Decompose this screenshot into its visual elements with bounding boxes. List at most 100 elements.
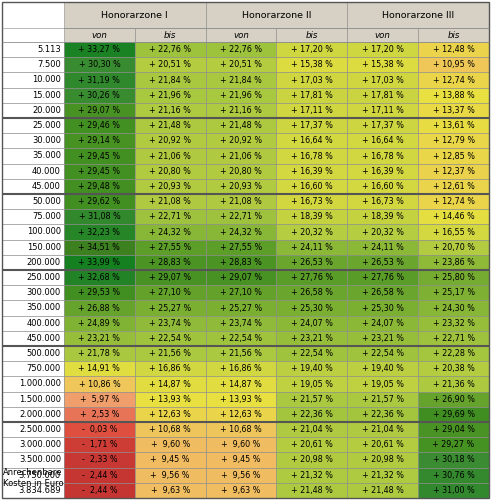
Text: + 21,36 %: + 21,36 % — [433, 380, 474, 388]
Text: + 16,39 %: + 16,39 % — [291, 166, 333, 175]
Text: + 13,88 %: + 13,88 % — [433, 90, 474, 100]
Text: + 20,70 %: + 20,70 % — [433, 242, 475, 252]
Text: + 20,98 %: + 20,98 % — [291, 456, 333, 464]
Bar — [276, 316, 347, 331]
Text: + 21,57 %: + 21,57 % — [362, 394, 404, 404]
Bar — [418, 72, 489, 88]
Bar — [2, 179, 64, 194]
Bar — [2, 240, 64, 255]
Bar — [64, 194, 135, 209]
Bar — [206, 103, 276, 118]
Text: + 19,05 %: + 19,05 % — [291, 380, 333, 388]
Bar — [347, 376, 418, 392]
Text: 2.000.000: 2.000.000 — [19, 410, 61, 419]
Text: -  1,71 %: - 1,71 % — [82, 440, 117, 450]
Bar — [135, 42, 206, 57]
Bar — [276, 28, 347, 42]
Text: + 15,38 %: + 15,38 % — [291, 60, 333, 70]
Text: 15.000: 15.000 — [32, 90, 61, 100]
Text: 750.000: 750.000 — [27, 364, 61, 374]
Bar — [347, 452, 418, 468]
Text: + 22,71 %: + 22,71 % — [149, 212, 191, 222]
Text: 1.000.000: 1.000.000 — [19, 380, 61, 388]
Text: + 19,05 %: + 19,05 % — [362, 380, 404, 388]
Bar — [276, 209, 347, 224]
Text: + 17,20 %: + 17,20 % — [362, 45, 404, 54]
Text: +  9,56 %: + 9,56 % — [221, 470, 261, 480]
Bar — [347, 164, 418, 179]
Bar — [418, 300, 489, 316]
Bar — [206, 57, 276, 72]
Text: + 21,84 %: + 21,84 % — [149, 76, 191, 84]
Text: + 30,18 %: + 30,18 % — [433, 456, 474, 464]
Text: +  2,53 %: + 2,53 % — [80, 410, 119, 419]
Bar — [64, 42, 135, 57]
Text: + 20,51 %: + 20,51 % — [149, 60, 191, 70]
Text: + 12,74 %: + 12,74 % — [433, 76, 475, 84]
Bar — [206, 133, 276, 148]
Text: + 29,27 %: + 29,27 % — [433, 440, 475, 450]
Text: + 29,45 %: + 29,45 % — [79, 152, 120, 160]
Text: + 21,32 %: + 21,32 % — [291, 470, 333, 480]
Bar — [206, 88, 276, 103]
Bar — [418, 57, 489, 72]
Text: 450.000: 450.000 — [27, 334, 61, 343]
Bar — [64, 422, 135, 437]
Bar — [206, 148, 276, 164]
Text: + 26,53 %: + 26,53 % — [362, 258, 404, 267]
Text: + 22,54 %: + 22,54 % — [291, 349, 333, 358]
Bar — [2, 392, 64, 407]
Bar — [276, 179, 347, 194]
Bar — [206, 452, 276, 468]
Bar — [2, 57, 64, 72]
Text: + 28,83 %: + 28,83 % — [220, 258, 262, 267]
Text: 7.500: 7.500 — [37, 60, 61, 70]
Text: 20.000: 20.000 — [32, 106, 61, 115]
Bar — [347, 422, 418, 437]
Text: + 29,04 %: + 29,04 % — [433, 425, 475, 434]
Bar — [206, 361, 276, 376]
Bar — [64, 224, 135, 240]
Bar — [135, 270, 206, 285]
Text: +  9,63 %: + 9,63 % — [221, 486, 261, 495]
Bar — [2, 164, 64, 179]
Bar — [135, 224, 206, 240]
Text: + 14,46 %: + 14,46 % — [433, 212, 474, 222]
Bar — [2, 437, 64, 452]
Bar — [64, 437, 135, 452]
Bar — [276, 133, 347, 148]
Bar — [418, 483, 489, 498]
Bar — [206, 407, 276, 422]
Text: + 30,26 %: + 30,26 % — [79, 90, 120, 100]
Bar — [206, 224, 276, 240]
Text: + 29,48 %: + 29,48 % — [79, 182, 120, 191]
Text: 400.000: 400.000 — [27, 318, 61, 328]
Bar — [64, 57, 135, 72]
Text: Honorarzone I: Honorarzone I — [102, 10, 168, 20]
Text: + 17,37 %: + 17,37 % — [362, 121, 404, 130]
Bar — [347, 240, 418, 255]
Text: + 23,32 %: + 23,32 % — [433, 318, 475, 328]
Bar — [347, 103, 418, 118]
Text: + 20,93 %: + 20,93 % — [220, 182, 262, 191]
Bar — [347, 28, 418, 42]
Bar — [418, 285, 489, 300]
Text: +  9,45 %: + 9,45 % — [221, 456, 261, 464]
Text: + 22,54 %: + 22,54 % — [149, 334, 191, 343]
Text: + 21,06 %: + 21,06 % — [149, 152, 191, 160]
Text: +  9,56 %: + 9,56 % — [151, 470, 190, 480]
Text: + 20,38 %: + 20,38 % — [433, 364, 474, 374]
Bar — [64, 285, 135, 300]
Text: + 26,58 %: + 26,58 % — [291, 288, 333, 298]
Bar — [276, 392, 347, 407]
Text: + 23,74 %: + 23,74 % — [220, 318, 262, 328]
Text: + 24,11 %: + 24,11 % — [291, 242, 333, 252]
Bar — [135, 179, 206, 194]
Text: + 24,89 %: + 24,89 % — [79, 318, 120, 328]
Bar — [418, 346, 489, 361]
Bar — [2, 468, 64, 483]
Bar — [418, 240, 489, 255]
Bar — [347, 118, 418, 133]
Bar — [2, 407, 64, 422]
Text: + 13,61 %: + 13,61 % — [433, 121, 474, 130]
